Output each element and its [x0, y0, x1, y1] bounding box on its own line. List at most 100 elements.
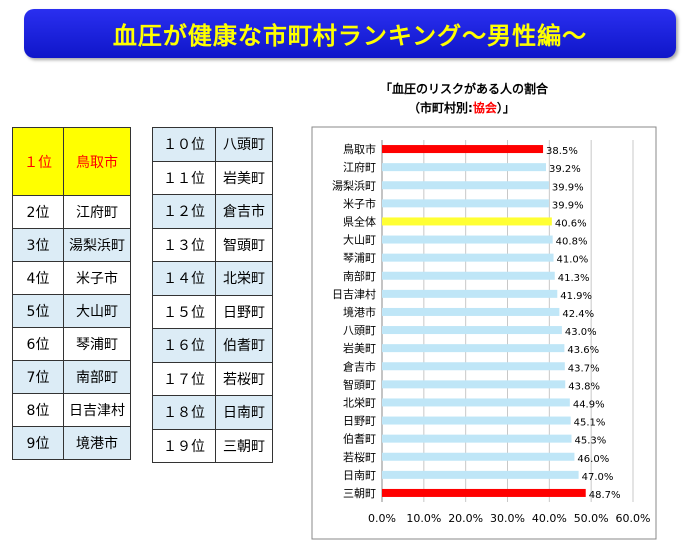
bar: [382, 488, 586, 497]
category-label: 南部町: [343, 269, 376, 283]
ranking-row: １２位 倉吉市: [152, 194, 273, 229]
chart-title: 「血圧のリスクがある人の割合 （市町村別:協会）」: [380, 80, 600, 118]
ranking-table-right: １０位 八頭町 １１位 岩美町 １２位 倉吉市 １３位 智頭町 １４位 北栄町 １５位 日野町 １６位伯…: [152, 127, 273, 463]
category-label: 三朝町: [343, 487, 376, 500]
category-label: 県全体: [343, 214, 376, 228]
data-label: 39.9%: [552, 200, 584, 211]
data-label: 42.4%: [562, 309, 594, 320]
chart-title-prefix: （市町村別:: [408, 101, 473, 115]
category-label: 大山町: [343, 233, 376, 247]
rank-cell: １４位: [152, 261, 216, 296]
data-label: 43.8%: [568, 381, 600, 392]
ranking-row: １４位 北栄町: [152, 261, 273, 296]
data-label: 43.6%: [567, 345, 599, 356]
bar: [382, 235, 553, 244]
data-label: 39.9%: [552, 182, 584, 193]
data-label: 41.3%: [558, 273, 590, 284]
bar: [382, 452, 575, 461]
chart-title-highlight: 協会: [472, 101, 497, 115]
x-tick-label: 50.0%: [574, 512, 609, 525]
municipality-cell: 琴浦町: [63, 327, 131, 361]
data-label: 40.6%: [555, 218, 587, 229]
ranking-row: １７位 若桜町: [152, 361, 273, 396]
ranking-row: 8位 日吉津村: [12, 393, 131, 427]
x-tick-label: 40.0%: [532, 512, 567, 525]
bar: [382, 253, 554, 262]
rank-cell: 4位: [12, 261, 64, 295]
rank-cell: 5位: [12, 294, 64, 328]
category-label: 江府町: [343, 160, 376, 174]
rank-cell: １２位: [152, 194, 216, 229]
municipality-cell: 大山町: [63, 294, 131, 328]
data-label: 43.7%: [568, 363, 600, 374]
rank-cell: １９位: [152, 428, 216, 463]
data-label: 40.8%: [556, 237, 588, 248]
rank-cell: 9位: [12, 426, 64, 460]
data-label: 45.1%: [574, 418, 606, 429]
category-label: 鳥取市: [343, 142, 376, 156]
chart-title-line2: （市町村別:協会）」: [380, 99, 600, 118]
ranking-row: 9位 境港市: [12, 426, 131, 460]
bar: [382, 470, 579, 479]
category-label: 日南町: [343, 469, 376, 482]
ranking-row: １８位 日南町: [152, 395, 273, 430]
bar: [382, 416, 571, 425]
ranking-row: 3位 湯梨浜町: [12, 228, 131, 262]
ranking-row: １５位 日野町: [152, 294, 273, 329]
x-tick-label: 0.0%: [368, 512, 396, 525]
data-label: 45.3%: [575, 436, 607, 447]
municipality-cell: 境港市: [63, 426, 131, 460]
chart-title-suffix: ）」: [496, 101, 515, 115]
municipality-cell: 日吉津村: [63, 393, 131, 427]
rank-cell: 2位: [12, 195, 64, 229]
municipality-cell: 八頭町: [215, 127, 273, 162]
x-tick-label: 10.0%: [406, 512, 441, 525]
bar: [382, 271, 555, 280]
category-label: 若桜町: [343, 450, 376, 464]
chart-title-line1: 「血圧のリスクがある人の割合: [380, 82, 549, 96]
municipality-cell: 江府町: [63, 195, 131, 229]
data-label: 38.5%: [546, 146, 578, 157]
category-label: 倉吉市: [343, 359, 376, 373]
rank-cell: １７位: [152, 361, 216, 396]
rank-cell: １０位: [152, 127, 216, 162]
rank-cell: 6位: [12, 327, 64, 361]
municipality-cell: 三朝町: [215, 428, 273, 463]
municipality-cell: 鳥取市: [63, 127, 131, 196]
rank-cell: １８位: [152, 395, 216, 430]
rank-cell: 3位: [12, 228, 64, 262]
municipality-cell: 智頭町: [215, 227, 273, 262]
category-label: 北栄町: [343, 395, 376, 409]
category-label: 米子市: [343, 196, 376, 210]
municipality-cell: 北栄町: [215, 261, 273, 296]
municipality-cell: 若桜町: [215, 361, 273, 396]
bar: [382, 380, 566, 389]
bar: [382, 434, 572, 443]
ranking-table-left: １位 鳥取市 2位 江府町 3位 湯梨浜町 4位 米子市 5位 大山町 6位 琴浦町 7位 南部町 8位 日吉…: [12, 127, 131, 460]
bar: [382, 326, 562, 335]
bar: [382, 199, 549, 208]
rank-cell: 8位: [12, 393, 64, 427]
title-banner: 血圧が健康な市町村ランキング～男性編～: [24, 9, 676, 58]
rank-cell: 7位: [12, 360, 64, 394]
data-label: 46.0%: [577, 454, 609, 465]
data-label: 39.2%: [549, 164, 581, 175]
bar: [382, 344, 565, 353]
municipality-cell: 日南町: [215, 395, 273, 430]
category-label: 日野町: [343, 415, 376, 428]
category-label: 境港市: [343, 305, 376, 319]
data-label: 44.9%: [573, 399, 605, 410]
ranking-row: １位 鳥取市: [12, 127, 131, 196]
data-label: 41.0%: [557, 255, 589, 266]
ranking-row: 4位 米子市: [12, 261, 131, 295]
category-label: 湯梨浜町: [332, 178, 376, 192]
ranking-row: 2位 江府町: [12, 195, 131, 229]
municipality-cell: 米子市: [63, 261, 131, 295]
ranking-row: １９位 三朝町: [152, 428, 273, 463]
banner-title: 血圧が健康な市町村ランキング～男性編～: [112, 22, 588, 50]
x-tick-label: 60.0%: [616, 512, 651, 525]
ranking-row: 6位 琴浦町: [12, 327, 131, 361]
bar: [382, 163, 546, 172]
ranking-row: １１位 岩美町: [152, 160, 273, 195]
